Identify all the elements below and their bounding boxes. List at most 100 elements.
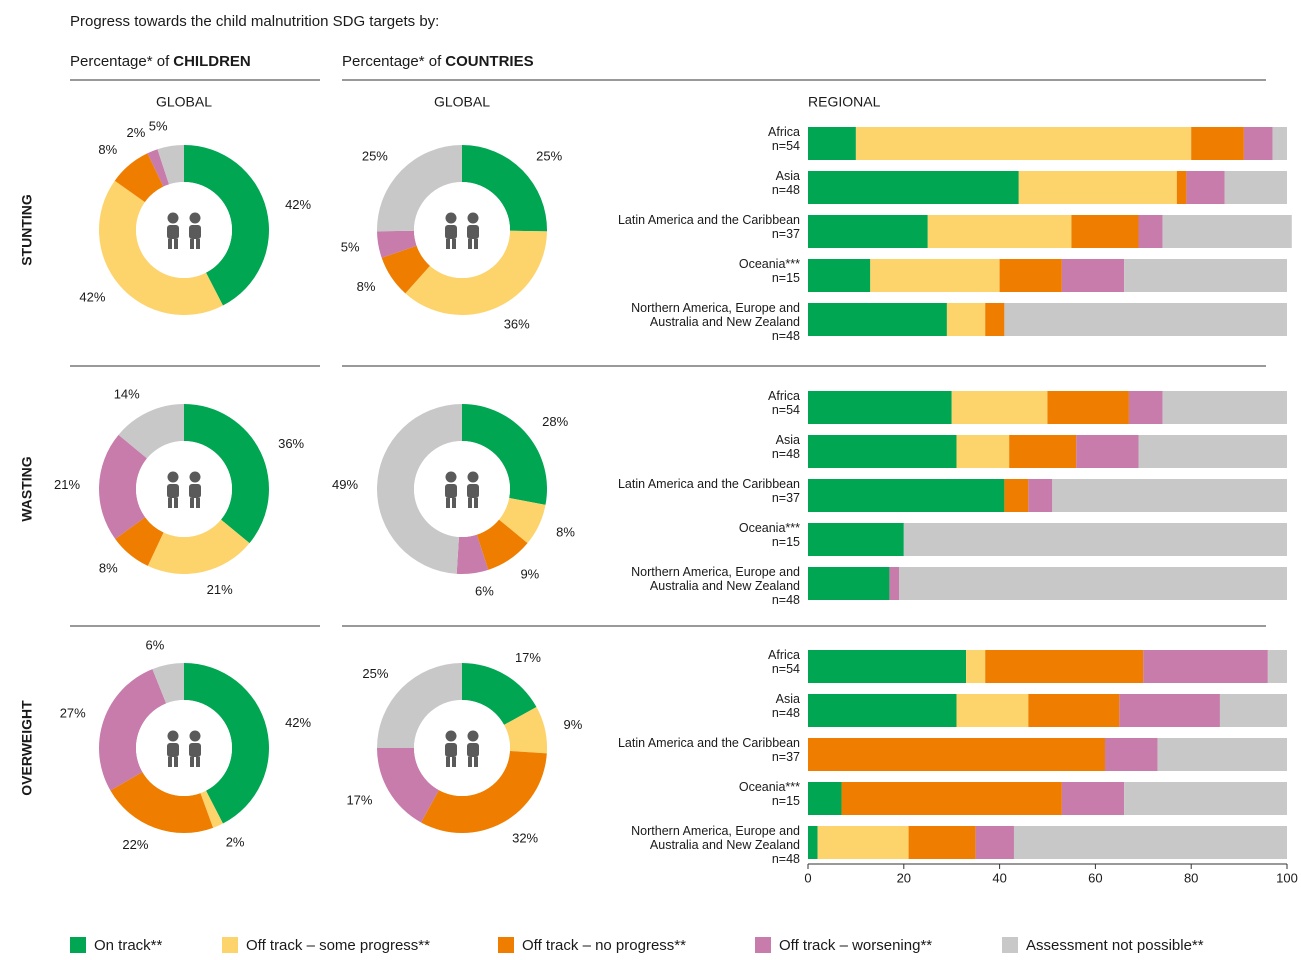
icon-leg (468, 757, 472, 767)
bar-segment (1009, 435, 1077, 468)
category-block: Asia n=48 (585, 433, 800, 461)
legend-label: Off track – some progress** (246, 937, 430, 954)
bar-segment (808, 782, 842, 815)
category-name: Asia (775, 433, 800, 447)
icon-body (467, 743, 479, 757)
pie-value-label: 17% (515, 650, 541, 665)
category-n: n=15 (771, 794, 800, 808)
child-icon (445, 730, 479, 767)
icon-bg (414, 441, 510, 537)
bar-segment (808, 259, 871, 292)
category-name: Northern America, Europe and Australia a… (631, 824, 800, 852)
category-name: Latin America and the Caribbean (617, 736, 800, 750)
pie-value-label: 5% (149, 119, 168, 134)
category-label: Northern America, Europe and Australia a… (631, 824, 800, 866)
bar-segment (1267, 650, 1287, 683)
pie-slice (200, 790, 223, 828)
icon-leg (190, 757, 194, 767)
bar-segment (1272, 127, 1287, 160)
bar-segment (817, 826, 909, 859)
row-label: OVERWEIGHT (19, 700, 35, 796)
legend-label: Off track – worsening** (779, 937, 932, 954)
bar-segment (808, 694, 957, 727)
category-name: Oceania*** (738, 257, 800, 271)
icon-leg (452, 239, 456, 249)
icon-leg (474, 239, 478, 249)
category-n: n=15 (771, 535, 800, 549)
pie-slice (456, 534, 489, 574)
icon-bg (414, 182, 510, 278)
category-n: n=15 (771, 271, 800, 285)
category-block: Latin America and the Caribbean n=37 (585, 213, 800, 241)
icon-leg (174, 239, 178, 249)
category-n: n=54 (771, 139, 800, 153)
pie-value-label: 17% (346, 792, 372, 807)
page-title: Progress towards the child malnutrition … (70, 13, 439, 30)
icon-leg (190, 239, 194, 249)
pie-value-label: 8% (556, 525, 575, 540)
bar-segment (966, 650, 986, 683)
pie-value-label: 14% (114, 386, 140, 401)
pie-value-label: 5% (341, 239, 360, 254)
pie-value-label: 42% (79, 290, 105, 305)
x-tick-label: 0 (804, 870, 811, 885)
icon-body (445, 225, 457, 239)
bar-segment (808, 738, 1105, 771)
bar-segment (808, 523, 904, 556)
bar-segment (808, 215, 928, 248)
child-icon (445, 212, 479, 249)
icon-head (167, 471, 179, 483)
pie-value-label: 8% (98, 142, 117, 157)
icon-leg (168, 239, 172, 249)
icon-head (467, 471, 479, 483)
pie-slice (377, 145, 462, 232)
bar-segment (1143, 650, 1268, 683)
category-block: Latin America and the Caribbean n=37 (585, 736, 800, 764)
bar-segment (1061, 259, 1125, 292)
legend-swatch (498, 937, 514, 953)
pie-slice (184, 404, 269, 544)
pie-slice (184, 663, 270, 824)
bar-segment (1071, 215, 1139, 248)
icon-body (467, 225, 479, 239)
bar-segment (1047, 391, 1129, 424)
pie-slice (377, 663, 462, 748)
bar-segment (1243, 127, 1273, 160)
pie-slice (476, 519, 528, 570)
pie-value-label: 8% (357, 279, 376, 294)
pie-value-label: 36% (504, 317, 530, 332)
pie-value-label: 32% (512, 831, 538, 846)
column-sub: REGIONAL (808, 94, 881, 110)
pie-value-label: 22% (122, 837, 148, 852)
bar-segment (1052, 479, 1287, 512)
bar-segment (1124, 782, 1287, 815)
category-label: Oceania***n=15 (738, 257, 800, 285)
icon-body (467, 484, 479, 498)
pie-value-label: 28% (542, 414, 568, 429)
icon-leg (468, 239, 472, 249)
bar-segment (951, 391, 1048, 424)
child-icon (167, 212, 201, 249)
icon-body (167, 225, 179, 239)
pie-slice (99, 434, 148, 539)
legend-swatch (70, 937, 86, 953)
legend-swatch (755, 937, 771, 953)
pie-slice (147, 519, 250, 574)
bar-segment (985, 650, 1144, 683)
category-label: Oceania***n=15 (739, 521, 800, 549)
pie-value-label: 9% (520, 566, 539, 581)
category-block: Asia n=48 (585, 169, 800, 197)
bar-segment (1128, 391, 1163, 424)
icon-head (467, 730, 479, 742)
category-name: Asia (775, 169, 800, 183)
icon-bg (136, 182, 232, 278)
category-label: Northern America, Europe and Australia a… (631, 565, 800, 607)
pie-value-label: 27% (60, 705, 86, 720)
icon-leg (174, 498, 178, 508)
category-block: Africa n=54 (585, 648, 800, 676)
bar-segment (1104, 738, 1158, 771)
row-label: STUNTING (19, 194, 35, 266)
pie-value-label: 42% (285, 197, 311, 212)
